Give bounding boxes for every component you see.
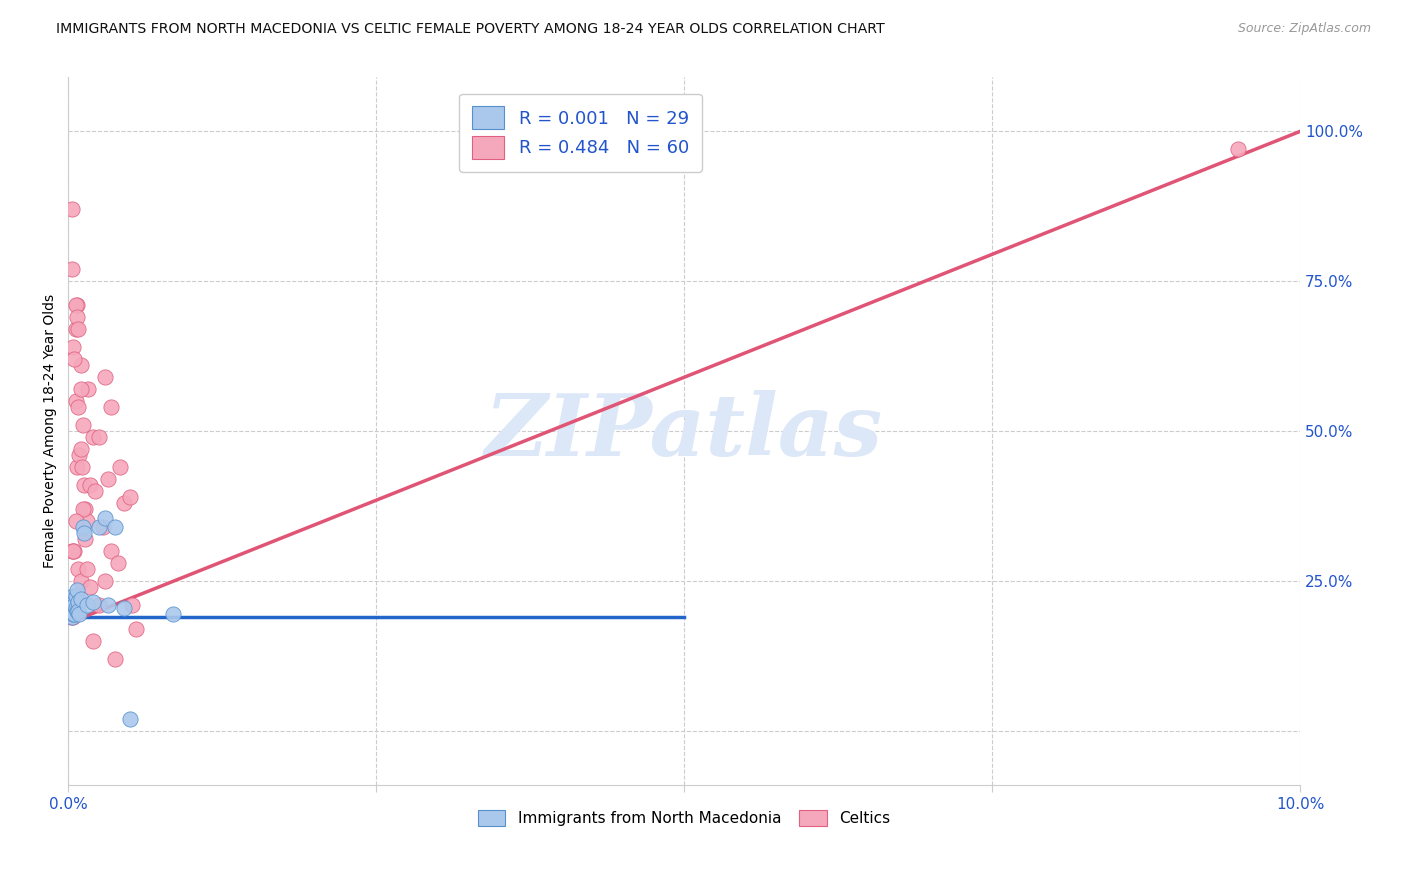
Point bbox=[104, 520, 127, 534]
Point bbox=[76, 562, 98, 576]
Point bbox=[63, 544, 86, 558]
Point bbox=[69, 442, 91, 457]
Point bbox=[94, 370, 117, 384]
Point bbox=[67, 595, 90, 609]
Point bbox=[62, 607, 84, 622]
Point bbox=[65, 589, 87, 603]
Point bbox=[79, 580, 101, 594]
Text: IMMIGRANTS FROM NORTH MACEDONIA VS CELTIC FEMALE POVERTY AMONG 18-24 YEAR OLDS C: IMMIGRANTS FROM NORTH MACEDONIA VS CELTI… bbox=[56, 22, 884, 37]
Point bbox=[69, 592, 91, 607]
Point bbox=[59, 595, 82, 609]
Point bbox=[60, 604, 83, 618]
Point bbox=[87, 598, 110, 612]
Point bbox=[63, 607, 86, 622]
Point bbox=[76, 598, 98, 612]
Point bbox=[65, 592, 87, 607]
Y-axis label: Female Poverty Among 18-24 Year Olds: Female Poverty Among 18-24 Year Olds bbox=[44, 294, 58, 568]
Point bbox=[67, 562, 90, 576]
Point bbox=[65, 298, 87, 312]
Point bbox=[67, 322, 90, 336]
Point bbox=[72, 418, 94, 433]
Point bbox=[60, 544, 83, 558]
Point bbox=[66, 604, 89, 618]
Point bbox=[67, 401, 90, 415]
Point bbox=[66, 583, 89, 598]
Point bbox=[125, 622, 148, 636]
Point bbox=[75, 502, 97, 516]
Point bbox=[79, 478, 101, 492]
Point bbox=[121, 598, 143, 612]
Point bbox=[59, 610, 82, 624]
Point bbox=[76, 514, 98, 528]
Point bbox=[59, 592, 82, 607]
Point bbox=[94, 574, 117, 589]
Point bbox=[66, 298, 89, 312]
Point bbox=[82, 595, 104, 609]
Point bbox=[58, 604, 80, 618]
Point bbox=[60, 262, 83, 277]
Point bbox=[63, 604, 86, 618]
Point bbox=[67, 448, 90, 462]
Point bbox=[87, 430, 110, 444]
Point bbox=[73, 478, 96, 492]
Point bbox=[62, 340, 84, 354]
Point bbox=[104, 652, 127, 666]
Point bbox=[69, 574, 91, 589]
Point bbox=[60, 202, 83, 217]
Point bbox=[72, 502, 94, 516]
Point bbox=[59, 607, 82, 622]
Legend: Immigrants from North Macedonia, Celtics: Immigrants from North Macedonia, Celtics bbox=[470, 802, 898, 834]
Point bbox=[107, 556, 129, 570]
Point bbox=[112, 601, 135, 615]
Point bbox=[97, 472, 120, 486]
Point bbox=[65, 322, 87, 336]
Point bbox=[162, 607, 184, 622]
Text: ZIPatlas: ZIPatlas bbox=[485, 390, 883, 473]
Point bbox=[69, 359, 91, 373]
Point bbox=[60, 595, 83, 609]
Point bbox=[63, 598, 86, 612]
Point bbox=[75, 532, 97, 546]
Point bbox=[60, 604, 83, 618]
Point bbox=[65, 394, 87, 409]
Point bbox=[100, 401, 122, 415]
Point bbox=[65, 514, 87, 528]
Point bbox=[72, 520, 94, 534]
Point bbox=[62, 610, 84, 624]
Point bbox=[66, 310, 89, 325]
Point bbox=[60, 610, 83, 624]
Point bbox=[70, 460, 93, 475]
Point bbox=[82, 430, 104, 444]
Point bbox=[67, 604, 90, 618]
Point bbox=[73, 526, 96, 541]
Point bbox=[67, 607, 90, 622]
Point bbox=[1227, 142, 1250, 156]
Point bbox=[97, 598, 120, 612]
Point bbox=[62, 544, 84, 558]
Point bbox=[67, 592, 90, 607]
Point bbox=[63, 352, 86, 367]
Point bbox=[87, 520, 110, 534]
Point bbox=[100, 544, 122, 558]
Point bbox=[69, 382, 91, 396]
Point bbox=[66, 460, 89, 475]
Point bbox=[112, 496, 135, 510]
Point bbox=[62, 589, 84, 603]
Point bbox=[118, 712, 141, 726]
Text: Source: ZipAtlas.com: Source: ZipAtlas.com bbox=[1237, 22, 1371, 36]
Point bbox=[84, 484, 107, 499]
Point bbox=[65, 601, 87, 615]
Point bbox=[94, 511, 117, 525]
Point bbox=[63, 595, 86, 609]
Point bbox=[82, 634, 104, 648]
Point bbox=[118, 490, 141, 504]
Point bbox=[77, 382, 100, 396]
Point bbox=[91, 520, 114, 534]
Point bbox=[108, 460, 131, 475]
